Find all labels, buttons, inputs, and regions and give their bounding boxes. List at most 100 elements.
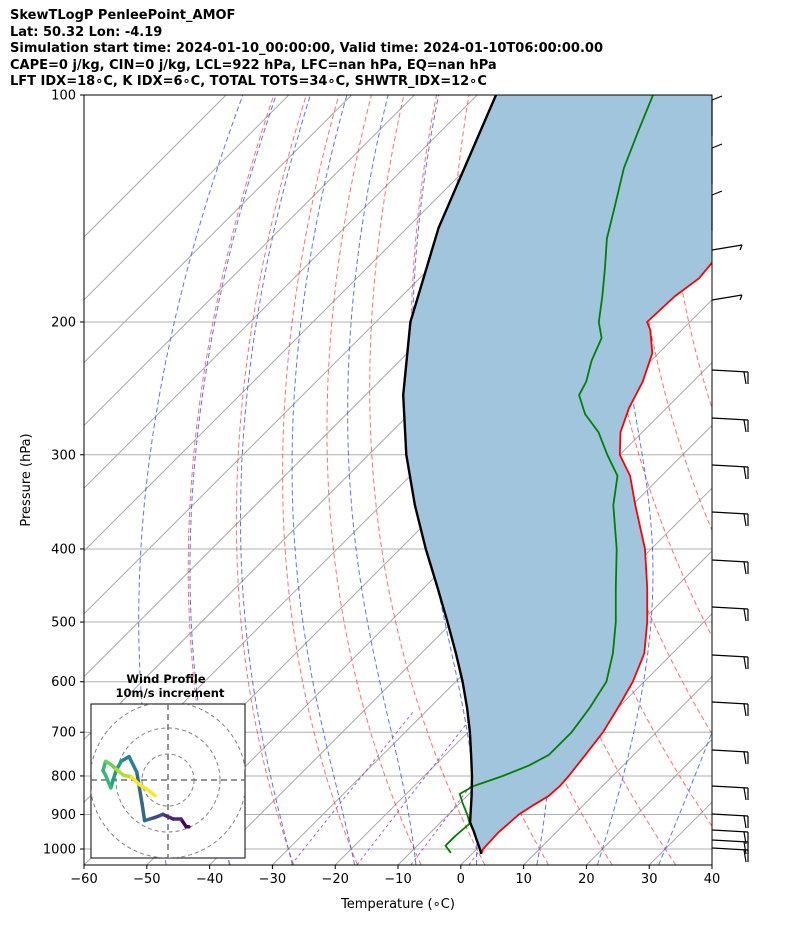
wind-barb-flag (743, 787, 747, 801)
y-tick-label: 600 (51, 675, 76, 690)
moist-adiabat-line (720, 95, 794, 865)
y-tick-label: 800 (51, 769, 76, 784)
y-axis-label: Pressure (hPa) (19, 433, 34, 526)
wind-barbs (711, 95, 749, 863)
hodograph-inset (90, 703, 246, 859)
x-tick-label: 20 (578, 872, 595, 887)
isotherm-line (84, 95, 541, 552)
hodograph-subtitle: 10m/s increment (116, 686, 225, 700)
wind-barb (711, 829, 749, 833)
moist-adiabat-line (291, 95, 356, 865)
wind-barb (711, 244, 743, 251)
mixing-ratio-line (290, 710, 415, 865)
x-axis-label: Temperature (∘C) (340, 897, 455, 912)
dry-adiabat-line (282, 95, 358, 865)
wind-barb (711, 813, 749, 817)
wind-barb-flag (743, 703, 747, 717)
hodograph-trace (145, 787, 157, 798)
dry-adiabat-line (326, 95, 422, 865)
wind-barb (711, 464, 749, 468)
moist-adiabat-line (347, 95, 417, 865)
dry-adiabat-line (729, 95, 794, 865)
wind-barb-flag (739, 294, 743, 301)
wind-barb (711, 654, 749, 658)
y-tick-label: 700 (51, 726, 76, 741)
hodograph-trace (129, 775, 142, 787)
isotherm-line (523, 675, 712, 865)
isotherm-line (272, 424, 712, 865)
wind-barb-flag (743, 608, 747, 622)
wind-barb (711, 606, 749, 610)
title-location: Lat: 50.32 Lon: -4.19 (10, 24, 163, 40)
wind-barb-flag (711, 190, 723, 196)
wind-barb-flag (743, 561, 747, 575)
isotherm-line (84, 95, 415, 427)
hodograph-title: Wind Profile (126, 672, 206, 686)
dry-adiabat-line (369, 95, 486, 865)
wind-barb-flag (743, 371, 747, 385)
wind-barb (711, 839, 749, 843)
mixing-ratio-line (356, 710, 477, 865)
wind-barb (711, 417, 749, 421)
title-cape-indices: CAPE=0 j/kg, CIN=0 j/kg, LCL=922 hPa, LF… (10, 57, 497, 73)
isotherm-line (84, 95, 227, 238)
dewpoint-profile-line (444, 95, 654, 854)
moist-adiabat-line (240, 95, 311, 865)
wind-barb-flag (711, 143, 723, 149)
y-tick-label: 500 (51, 616, 76, 631)
wind-barb (711, 785, 749, 789)
title-times: Simulation start time: 2024-01-10_00:00:… (10, 41, 603, 56)
x-tick-label: −30 (259, 872, 286, 887)
wind-barb-flag (743, 656, 747, 670)
x-tick-label: 0 (457, 872, 465, 887)
wind-barb (711, 701, 749, 705)
x-tick-label: −10 (384, 872, 411, 887)
isotherm-line (334, 487, 712, 865)
parcel-profile-line (402, 95, 498, 855)
moist-adiabat-line (596, 95, 654, 865)
hodograph-trace (103, 773, 113, 790)
moist-adiabat-line (658, 730, 712, 865)
wind-barb-flag (743, 751, 747, 765)
x-tick-label: −20 (321, 872, 348, 887)
isotherm-line (84, 95, 478, 489)
title-stability-indices: LFT IDX=18∘C, K IDX=6∘C, TOTAL TOTS=34∘C… (10, 74, 487, 89)
wind-barb-flag (743, 849, 747, 863)
hodograph-trace (109, 768, 118, 790)
y-tick-label: 1000 (43, 843, 76, 858)
wind-barb-flag (743, 466, 747, 480)
title-station: SkewTLogP PenleePoint_AMOF (10, 8, 236, 23)
wind-barb (711, 369, 749, 373)
wind-barb-flag (739, 244, 743, 251)
wind-barb-flag (743, 513, 747, 527)
wind-barb (711, 294, 743, 301)
isotherm-line (84, 95, 352, 364)
wind-barb (711, 559, 749, 563)
cin-shading (403, 95, 712, 853)
x-tick-label: 10 (515, 872, 532, 887)
hodograph-trace (127, 754, 139, 774)
y-tick-label: 400 (51, 542, 76, 557)
wind-barb (711, 847, 749, 851)
title-block: SkewTLogP PenleePoint_AMOF Lat: 50.32 Lo… (10, 8, 603, 91)
wind-barb (711, 749, 749, 753)
dry-adiabat-line (762, 95, 794, 865)
wind-barb-flag (743, 815, 747, 829)
x-tick-label: −40 (196, 872, 223, 887)
y-tick-label: 900 (51, 808, 76, 823)
wind-barb-flag (743, 841, 747, 855)
wind-barb-flag (743, 419, 747, 433)
wind-barb (711, 511, 749, 515)
wind-barb-flag (711, 95, 723, 101)
dry-adiabat-line (235, 95, 307, 865)
hodograph-trace (135, 770, 144, 806)
y-tick-label: 300 (51, 448, 76, 463)
y-tick-label: 200 (51, 315, 76, 330)
x-tick-label: 30 (641, 872, 658, 887)
temperature-profile-line (480, 261, 712, 855)
hodograph-trace (161, 812, 175, 821)
hodograph-trace (140, 801, 147, 823)
moist-adiabat-line (189, 95, 277, 865)
isotherm-line (84, 95, 290, 301)
